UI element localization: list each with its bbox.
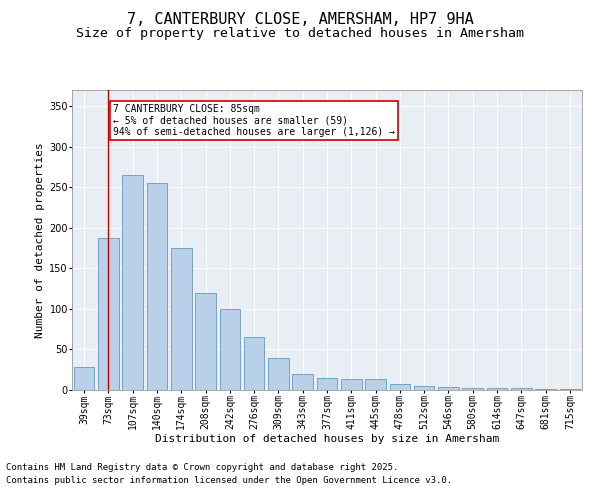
Bar <box>146 183 167 390</box>
Bar <box>268 358 289 390</box>
Bar <box>560 389 580 390</box>
Bar <box>244 338 265 390</box>
Text: 7 CANTERBURY CLOSE: 85sqm
← 5% of detached houses are smaller (59)
94% of semi-d: 7 CANTERBURY CLOSE: 85sqm ← 5% of detach… <box>113 104 395 136</box>
Bar <box>195 292 216 390</box>
Bar <box>74 368 94 390</box>
Text: Contains public sector information licensed under the Open Government Licence v3: Contains public sector information licen… <box>6 476 452 485</box>
Bar <box>535 389 556 390</box>
Bar <box>463 388 483 390</box>
Bar <box>438 387 459 390</box>
Bar <box>341 378 362 390</box>
Bar <box>511 388 532 390</box>
Y-axis label: Number of detached properties: Number of detached properties <box>35 142 45 338</box>
Bar <box>220 309 240 390</box>
X-axis label: Distribution of detached houses by size in Amersham: Distribution of detached houses by size … <box>155 434 499 444</box>
Bar <box>292 374 313 390</box>
Text: 7, CANTERBURY CLOSE, AMERSHAM, HP7 9HA: 7, CANTERBURY CLOSE, AMERSHAM, HP7 9HA <box>127 12 473 28</box>
Text: Size of property relative to detached houses in Amersham: Size of property relative to detached ho… <box>76 28 524 40</box>
Bar <box>365 380 386 390</box>
Bar <box>98 238 119 390</box>
Bar <box>122 175 143 390</box>
Bar <box>317 378 337 390</box>
Bar <box>389 384 410 390</box>
Bar <box>414 386 434 390</box>
Text: Contains HM Land Registry data © Crown copyright and database right 2025.: Contains HM Land Registry data © Crown c… <box>6 464 398 472</box>
Bar <box>171 248 191 390</box>
Bar <box>487 388 508 390</box>
